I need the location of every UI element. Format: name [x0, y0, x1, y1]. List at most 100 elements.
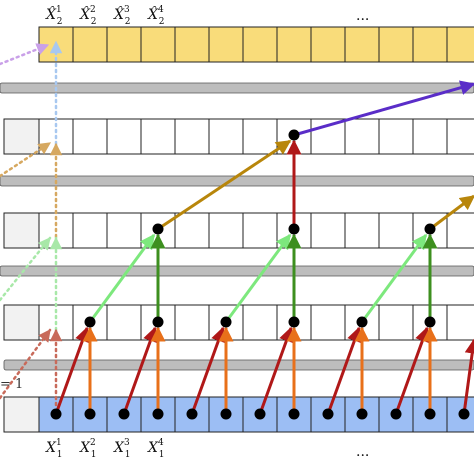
level-3-row-cell [208, 118, 244, 155]
top-label-4: X̂4 2 [147, 5, 164, 27]
level-2-row-edge-cell [3, 212, 40, 249]
level-3-row-cell [446, 118, 474, 155]
bottom-row [3, 396, 474, 433]
dotted-arrow [0, 236, 52, 302]
tree-node [50, 408, 62, 420]
level-2-row [3, 212, 474, 249]
tree-node [220, 408, 232, 420]
tree-node [186, 408, 198, 420]
top-row-cell [310, 26, 346, 63]
tree-node [390, 408, 402, 420]
top-ellipsis: ... [356, 8, 369, 24]
edge-purple [293, 80, 474, 137]
top-row-cell [106, 26, 142, 63]
level-2-row-cell [310, 212, 346, 249]
edge-red [462, 338, 474, 415]
separator-bar [0, 82, 474, 94]
dotted-arrows [0, 40, 63, 407]
edge-gold [429, 194, 474, 231]
edge-red [394, 326, 430, 415]
level-2-row-cell [72, 212, 108, 249]
tree-node [254, 408, 266, 420]
bottom-label-4: X4 1 [147, 438, 164, 460]
tree-node [356, 408, 368, 420]
tree-edges [54, 80, 474, 415]
tree-node [424, 408, 436, 420]
tree-node [458, 408, 470, 420]
level-2-row-cell [242, 212, 278, 249]
level-2-row-cell [174, 212, 210, 249]
level-3-row [3, 118, 474, 155]
level-2-row-cell [446, 212, 474, 249]
level-3-row-cell [344, 118, 380, 155]
side-annotation: = 1 [0, 377, 23, 392]
tree-node [220, 316, 232, 328]
level-1-row-edge-cell [3, 304, 40, 341]
level-2-row-cell [106, 212, 142, 249]
level-1-row-cell [378, 304, 414, 341]
tree-node [288, 129, 300, 141]
dotted-arrow [0, 328, 52, 400]
edge-light-green [88, 233, 156, 323]
tree-node [84, 316, 96, 328]
level-3-row-cell [242, 118, 278, 155]
top-row-cell [72, 26, 108, 63]
bottom-label-1: X1 1 [45, 438, 62, 460]
tree-node [118, 408, 130, 420]
tree-node [152, 223, 164, 235]
level-1-row [3, 304, 474, 341]
top-label-3: X̂3 2 [113, 5, 130, 27]
bottom-ellipsis: ... [356, 444, 369, 460]
level-3-row-cell [106, 118, 142, 155]
level-3-row-cell [174, 118, 210, 155]
top-row-cell [378, 26, 414, 63]
bottom-label-3: X3 1 [113, 438, 130, 460]
top-row-cell [242, 26, 278, 63]
tree-node [356, 316, 368, 328]
tree-node [152, 408, 164, 420]
bottom-label-2: X2 1 [79, 438, 96, 460]
level-2-row-cell [208, 212, 244, 249]
level-3-row-cell [140, 118, 176, 155]
level-3-row-cell [412, 118, 448, 155]
tree-node [288, 408, 300, 420]
top-row-cell [276, 26, 312, 63]
level-1-row-cell [106, 304, 142, 341]
level-1-row-cell [242, 304, 278, 341]
tree-node [322, 408, 334, 420]
level-2-row-cell [378, 212, 414, 249]
top-row [38, 26, 474, 63]
level-1-row-cell [446, 304, 474, 341]
dotted-arrow [0, 141, 52, 178]
tree-nodes [50, 129, 470, 420]
level-2-row-cell [344, 212, 380, 249]
separator-bars [0, 82, 474, 371]
top-row-cell [208, 26, 244, 63]
top-row-cell [140, 26, 176, 63]
tree-node [288, 316, 300, 328]
level-3-row-cell [378, 118, 414, 155]
separator-bar [3, 359, 474, 371]
level-1-row-cell [310, 304, 346, 341]
separator-bar [0, 265, 474, 277]
top-label-2: X̂2 2 [79, 5, 96, 27]
tree-node [84, 408, 96, 420]
bottom-row-edge-cell [3, 396, 40, 433]
edge-red [190, 326, 226, 415]
level-3-row-edge-cell [3, 118, 40, 155]
top-row-cell [174, 26, 210, 63]
level-3-row-cell [72, 118, 108, 155]
dotted-arrow [0, 43, 50, 66]
labels: ... ... = 1 X̂1 2 X̂2 2 X̂3 2 X̂4 2 X1 1 X2 1 X3 1 X4 1 [0, 5, 369, 460]
edge-red [54, 326, 90, 415]
tree-node [424, 316, 436, 328]
edge-light-green [224, 233, 292, 323]
edge-light-green [360, 233, 428, 323]
top-row-cell [412, 26, 448, 63]
tree-node [152, 316, 164, 328]
edge-gold [157, 139, 292, 231]
tree-node [288, 223, 300, 235]
top-row-cell [446, 26, 474, 63]
edge-red [326, 326, 362, 415]
